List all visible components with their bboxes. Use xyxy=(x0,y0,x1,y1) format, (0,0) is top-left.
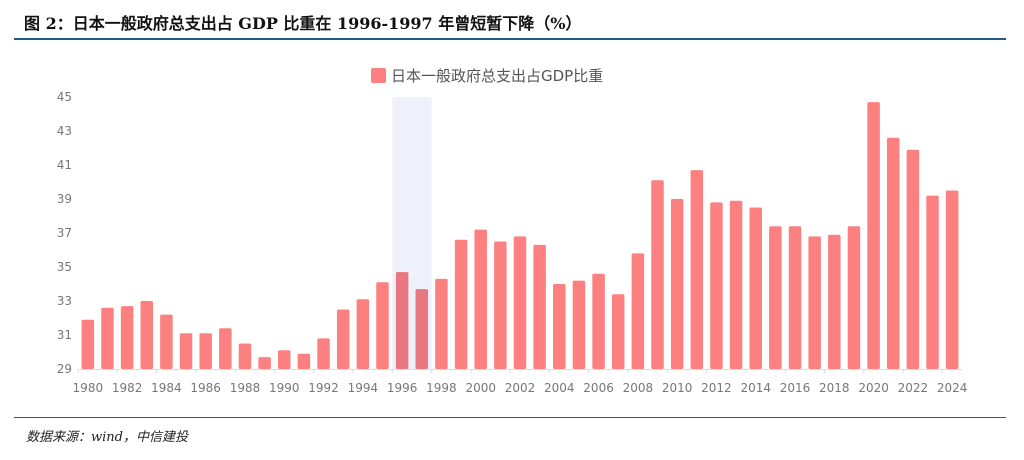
x-tick-label: 1992 xyxy=(308,381,339,395)
y-tick-label: 43 xyxy=(57,124,72,138)
x-tick-label: 2010 xyxy=(662,381,693,395)
x-tick-label: 2012 xyxy=(701,381,732,395)
x-tick-label: 1994 xyxy=(348,381,379,395)
bar-1996 xyxy=(395,272,409,369)
y-tick-label: 41 xyxy=(57,158,72,172)
bar-1981 xyxy=(101,307,114,369)
x-tick-label: 2022 xyxy=(898,381,929,395)
bar-2002 xyxy=(513,236,527,369)
bar-2005 xyxy=(572,280,586,369)
bar-1987 xyxy=(219,328,232,369)
x-tick-label: 2006 xyxy=(583,381,614,395)
x-tick-label: 2014 xyxy=(740,381,771,395)
x-tick-label: 2024 xyxy=(937,381,968,395)
bar-2011 xyxy=(690,170,704,369)
y-tick-label: 45 xyxy=(57,90,72,104)
legend-label: 日本一般政府总支出占GDP比重 xyxy=(391,67,603,85)
bar-2001 xyxy=(494,241,507,369)
bar-2016 xyxy=(788,226,802,369)
x-tick-label: 1984 xyxy=(151,381,182,395)
bar-1990 xyxy=(278,350,291,369)
bar-1991 xyxy=(297,353,311,369)
footer-divider xyxy=(14,417,1006,418)
bar-1988 xyxy=(238,343,252,369)
bar-2018 xyxy=(828,234,841,369)
y-tick-label: 37 xyxy=(57,226,72,240)
y-tick-label: 39 xyxy=(57,192,72,206)
x-tick-label: 2002 xyxy=(505,381,536,395)
bar-1985 xyxy=(179,333,193,369)
bar-2021 xyxy=(886,137,900,369)
figure-title: 图 2：日本一般政府总支出占 GDP 比重在 1996-1997 年曾短暂下降（… xyxy=(24,14,582,33)
bar-1983 xyxy=(140,301,154,369)
bar-2020 xyxy=(867,102,880,369)
bar-2010 xyxy=(670,199,684,369)
bar-1993 xyxy=(336,309,350,369)
bar-1989 xyxy=(258,357,271,369)
x-tick-label: 2018 xyxy=(819,381,850,395)
x-tick-label: 1980 xyxy=(73,381,104,395)
bar-1986 xyxy=(199,333,212,369)
bar-2008 xyxy=(631,253,645,369)
x-tick-label: 2008 xyxy=(623,381,654,395)
x-tick-label: 1996 xyxy=(387,381,418,395)
bar-2012 xyxy=(710,202,723,369)
bar-2015 xyxy=(769,226,782,369)
y-tick-label: 33 xyxy=(57,294,72,308)
x-tick-label: 2016 xyxy=(780,381,811,395)
x-tick-label: 2000 xyxy=(465,381,496,395)
bar-1995 xyxy=(376,282,389,369)
bar-2007 xyxy=(611,294,625,369)
bar-2023 xyxy=(926,195,939,369)
bar-2017 xyxy=(808,236,821,369)
bar-2003 xyxy=(533,244,546,369)
bar-2004 xyxy=(553,284,566,369)
bar-2024 xyxy=(945,190,959,369)
y-tick-label: 29 xyxy=(57,362,72,376)
bar-1994 xyxy=(356,299,370,369)
bar-1982 xyxy=(120,306,134,369)
bar-1980 xyxy=(81,319,95,369)
y-tick-label: 35 xyxy=(57,260,72,274)
bar-2013 xyxy=(729,200,743,369)
x-tick-label: 1990 xyxy=(269,381,300,395)
bar-1999 xyxy=(454,239,468,369)
source-note: 数据来源：wind，中信建投 xyxy=(26,430,188,445)
bar-2022 xyxy=(906,149,920,369)
bar-1984 xyxy=(160,314,173,369)
x-tick-label: 1982 xyxy=(112,381,143,395)
bar-1992 xyxy=(317,338,330,369)
y-tick-label: 31 xyxy=(57,328,72,342)
bar-2009 xyxy=(651,180,664,369)
x-tick-label: 1988 xyxy=(230,381,261,395)
title-divider xyxy=(14,38,1006,40)
x-tick-label: 1986 xyxy=(190,381,221,395)
bar-1998 xyxy=(435,278,448,369)
x-tick-label: 2004 xyxy=(544,381,575,395)
bar-2014 xyxy=(749,207,762,369)
bar-2006 xyxy=(592,273,605,369)
x-tick-label: 2020 xyxy=(858,381,889,395)
bar-2000 xyxy=(474,229,487,369)
bar-1997 xyxy=(415,289,429,369)
x-tick-label: 1998 xyxy=(426,381,457,395)
legend-swatch xyxy=(371,68,386,83)
bar-2019 xyxy=(847,226,861,369)
